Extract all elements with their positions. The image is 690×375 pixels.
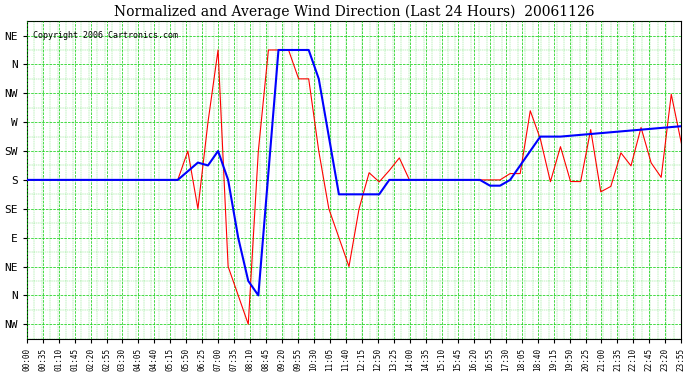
Text: Copyright 2006 Cartronics.com: Copyright 2006 Cartronics.com: [33, 31, 178, 40]
Title: Normalized and Average Wind Direction (Last 24 Hours)  20061126: Normalized and Average Wind Direction (L…: [114, 4, 594, 18]
